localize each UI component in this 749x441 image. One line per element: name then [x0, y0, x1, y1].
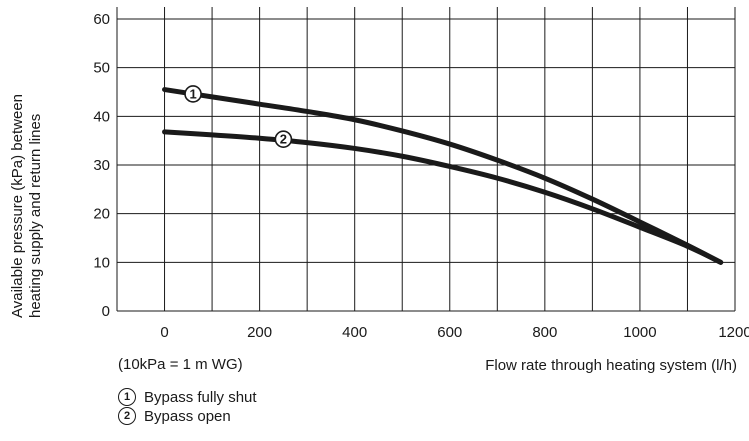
legend-label-2: Bypass open: [144, 407, 231, 425]
conversion-note: (10kPa = 1 m WG): [118, 356, 243, 373]
legend-label-1: Bypass fully shut: [144, 388, 257, 406]
series-marker-2: [274, 130, 293, 149]
chart-series: 12: [162, 85, 724, 265]
x-tick-label: 400: [342, 324, 367, 341]
y-tick-label: 60: [93, 11, 110, 28]
y-tick-label: 30: [93, 157, 110, 174]
series-marker-1: [184, 85, 202, 103]
x-tick-label: 0: [160, 324, 168, 341]
y-axis-label-line1: Available pressure (kPa) between: [9, 94, 26, 318]
y-tick-label: 20: [93, 206, 110, 223]
x-tick-label: 200: [247, 324, 272, 341]
series-marker-label-1: 1: [189, 86, 196, 101]
y-axis-label-line2: heating supply and return lines: [27, 114, 44, 318]
chart-grid: [116, 7, 736, 312]
legend-number-1: 1: [118, 388, 136, 406]
y-axis-ticks: 0 10 20 30 40 50 60: [93, 11, 110, 320]
y-tick-label: 40: [93, 108, 110, 125]
x-axis-ticks: 0 200 400 600 800 1000 1200: [160, 324, 749, 341]
legend-item-1: 1 Bypass fully shut: [118, 388, 257, 406]
series-line-2: [162, 129, 724, 265]
x-tick-label: 1000: [623, 324, 656, 341]
series-line-1: [162, 87, 724, 265]
legend-number-2: 2: [118, 407, 136, 425]
y-tick-label: 0: [102, 303, 110, 320]
x-tick-label: 600: [437, 324, 462, 341]
legend-item-2: 2 Bypass open: [118, 407, 231, 425]
x-axis-label: Flow rate through heating system (l/h): [485, 357, 737, 374]
y-tick-label: 50: [93, 60, 110, 77]
y-tick-label: 10: [93, 254, 110, 271]
x-tick-label: 1200: [718, 324, 749, 341]
series-marker-label-2: 2: [280, 132, 287, 147]
x-tick-label: 800: [532, 324, 557, 341]
